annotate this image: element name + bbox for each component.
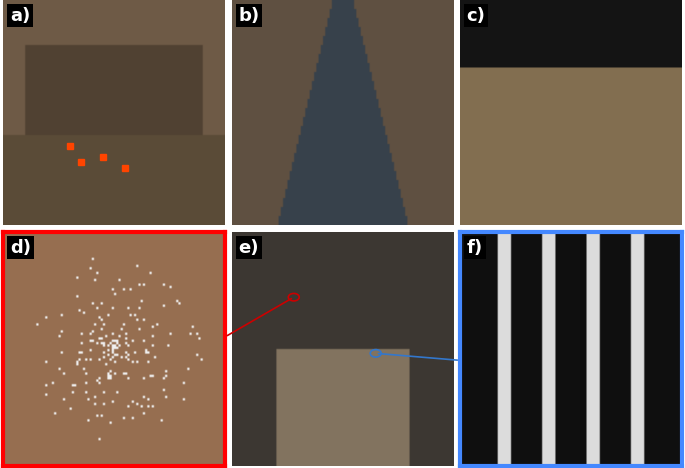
Text: a): a) — [10, 7, 30, 25]
Text: d): d) — [10, 239, 31, 256]
Text: f): f) — [466, 239, 483, 256]
Text: e): e) — [238, 239, 259, 256]
Text: c): c) — [466, 7, 486, 25]
Text: b): b) — [238, 7, 260, 25]
